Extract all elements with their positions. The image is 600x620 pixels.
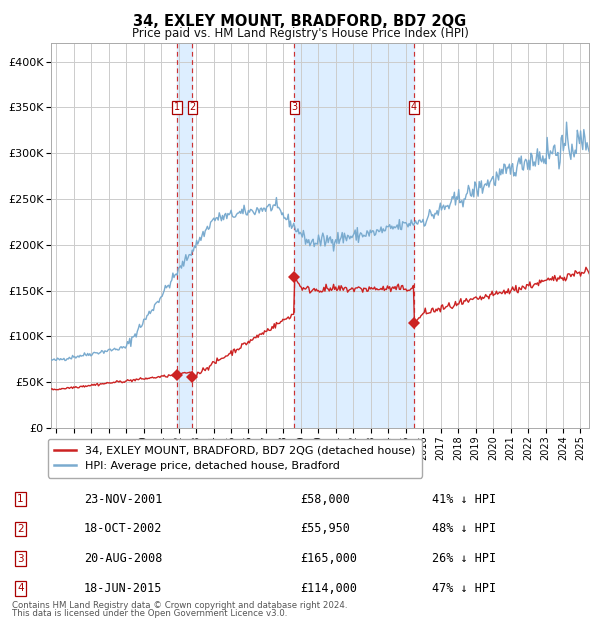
Text: 34, EXLEY MOUNT, BRADFORD, BD7 2QG: 34, EXLEY MOUNT, BRADFORD, BD7 2QG	[133, 14, 467, 29]
Bar	[295, 43, 414, 428]
Text: £58,000: £58,000	[300, 493, 350, 505]
Text: 3: 3	[292, 102, 298, 112]
Text: 23-NOV-2001: 23-NOV-2001	[84, 493, 163, 505]
Text: 20-AUG-2008: 20-AUG-2008	[84, 552, 163, 565]
Text: 1: 1	[17, 494, 24, 504]
Text: 47% ↓ HPI: 47% ↓ HPI	[432, 582, 496, 595]
Legend: 34, EXLEY MOUNT, BRADFORD, BD7 2QG (detached house), HPI: Average price, detache: 34, EXLEY MOUNT, BRADFORD, BD7 2QG (deta…	[47, 439, 422, 477]
Text: 2: 2	[189, 102, 196, 112]
Text: 18-JUN-2015: 18-JUN-2015	[84, 582, 163, 595]
Text: Contains HM Land Registry data © Crown copyright and database right 2024.: Contains HM Land Registry data © Crown c…	[12, 601, 347, 609]
Text: 2: 2	[17, 524, 24, 534]
Text: 4: 4	[17, 583, 24, 593]
Text: 4: 4	[411, 102, 417, 112]
Bar	[177, 43, 193, 428]
Text: This data is licensed under the Open Government Licence v3.0.: This data is licensed under the Open Gov…	[12, 609, 287, 618]
Text: Price paid vs. HM Land Registry's House Price Index (HPI): Price paid vs. HM Land Registry's House …	[131, 27, 469, 40]
Text: 3: 3	[17, 554, 24, 564]
Text: 48% ↓ HPI: 48% ↓ HPI	[432, 523, 496, 535]
Text: £165,000: £165,000	[300, 552, 357, 565]
Text: 18-OCT-2002: 18-OCT-2002	[84, 523, 163, 535]
Text: 41% ↓ HPI: 41% ↓ HPI	[432, 493, 496, 505]
Text: 26% ↓ HPI: 26% ↓ HPI	[432, 552, 496, 565]
Text: 1: 1	[173, 102, 180, 112]
Text: £114,000: £114,000	[300, 582, 357, 595]
Text: £55,950: £55,950	[300, 523, 350, 535]
